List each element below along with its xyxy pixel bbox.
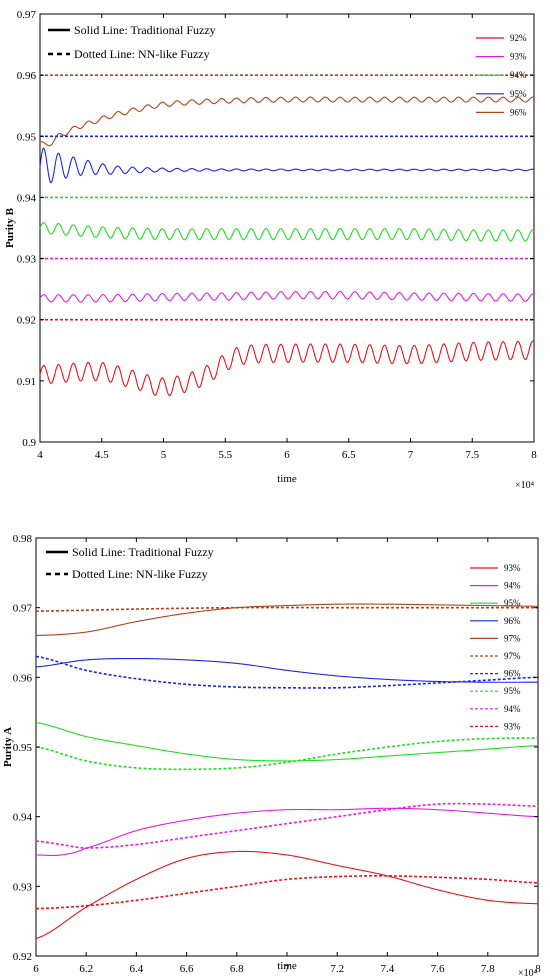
x-tick-label: 5 — [161, 449, 167, 461]
series-line — [35, 807, 539, 857]
y-tick-label: 0.91 — [17, 376, 36, 388]
y-tick-label: 0.92 — [17, 315, 36, 327]
legend-label: 96% — [504, 616, 521, 626]
legend-label: 94% — [504, 704, 521, 714]
y-axis-title: Purity A — [2, 727, 14, 767]
series-line — [39, 290, 535, 303]
y-tick-label: 0.94 — [13, 812, 33, 824]
legend-label: 96% — [504, 669, 521, 679]
y-tick-label: 0.97 — [13, 603, 33, 615]
series-line — [35, 875, 539, 910]
x-tick-label: 7.2 — [330, 963, 344, 975]
series-line — [35, 657, 538, 683]
legend-label: 93% — [504, 563, 521, 573]
series-line — [39, 340, 535, 397]
legend-label: 95% — [504, 686, 521, 696]
x-tick-label: 8 — [535, 963, 541, 975]
x-tick-label: 4.5 — [95, 449, 109, 461]
x-tick-label: 6.4 — [130, 963, 144, 975]
y-tick-label: 0.97 — [17, 9, 37, 21]
line-style-note: Dotted Line: NN-like Fuzzy — [72, 567, 208, 581]
y-tick-label: 0.94 — [17, 192, 37, 204]
series-line — [35, 603, 538, 637]
legend-label: 97% — [504, 633, 521, 643]
series-line — [35, 655, 539, 689]
line-style-note: Solid Line: Traditional Fuzzy — [74, 23, 216, 37]
plot-frame — [39, 13, 535, 443]
purity-a-chart: 6 6.2 6.4 6.6 6.8 7 7.2 7.4 7.6 7.8 8 0.92 0.93 0.94 0… — [2, 533, 541, 976]
x-tick-label: 4 — [37, 449, 43, 461]
series-line — [35, 722, 539, 762]
x-tick-label: 6.6 — [180, 963, 194, 975]
x-tick-label: 5.5 — [218, 449, 232, 461]
series-line — [35, 850, 539, 940]
x-tick-label: 7.5 — [465, 449, 479, 461]
y-axis-title: Purity B — [4, 207, 16, 248]
legend-label: 94% — [510, 70, 527, 80]
x-tick-label: 7 — [284, 963, 290, 975]
legend-label: 93% — [504, 721, 521, 731]
x-tick-label: 7 — [408, 449, 414, 461]
y-tick-label: 0.98 — [13, 533, 33, 545]
y-tick-label: 0.96 — [13, 672, 33, 684]
x-tick-label: 8 — [531, 449, 537, 461]
legend-label: 97% — [504, 651, 521, 661]
legend-label: 96% — [510, 107, 527, 117]
y-tick-label: 0.92 — [13, 951, 32, 963]
line-style-note: Solid Line: Traditional Fuzzy — [72, 545, 214, 559]
y-tick-label: 0.93 — [13, 881, 33, 893]
y-tick-label: 0.93 — [17, 254, 37, 266]
legend-label: 95% — [504, 598, 521, 608]
y-tick-label: 0.95 — [17, 131, 37, 143]
x-exponent-label: ×10⁴ — [518, 968, 538, 976]
x-tick-label: 6.8 — [230, 963, 244, 975]
y-tick-label: 0.96 — [17, 70, 37, 82]
x-tick-label: 6 — [284, 449, 290, 461]
plot-frame — [35, 537, 539, 957]
legend-label: 92% — [510, 33, 527, 43]
y-tick-label: 0.95 — [13, 742, 33, 754]
series-line — [35, 606, 538, 612]
legend-label: 93% — [510, 52, 527, 62]
series-line — [39, 96, 535, 147]
series-line — [35, 737, 539, 771]
x-tick-label: 7.8 — [481, 963, 495, 975]
legend-label: 95% — [510, 89, 527, 99]
x-axis-title: time — [277, 473, 297, 485]
purity-b-chart: 4 4.5 5 5.5 6 6.5 7 7.5 8 0.9 0.91 0.92 0.93 0.94 0.95… — [4, 9, 537, 490]
x-axis-title: time — [277, 960, 297, 972]
x-tick-label: 6.5 — [342, 449, 356, 461]
x-tick-label: 7.4 — [381, 963, 395, 975]
x-tick-label: 7.6 — [431, 963, 445, 975]
x-tick-label: 6.2 — [79, 963, 93, 975]
legend-label: 94% — [504, 581, 521, 591]
x-exponent-label: ×10⁴ — [515, 480, 535, 490]
series-line — [39, 222, 535, 242]
line-style-note: Dotted Line: NN-like Fuzzy — [74, 47, 210, 61]
series-line — [35, 802, 539, 849]
y-tick-label: 0.9 — [22, 437, 36, 449]
x-tick-label: 6 — [33, 963, 39, 975]
series-line — [39, 147, 535, 184]
